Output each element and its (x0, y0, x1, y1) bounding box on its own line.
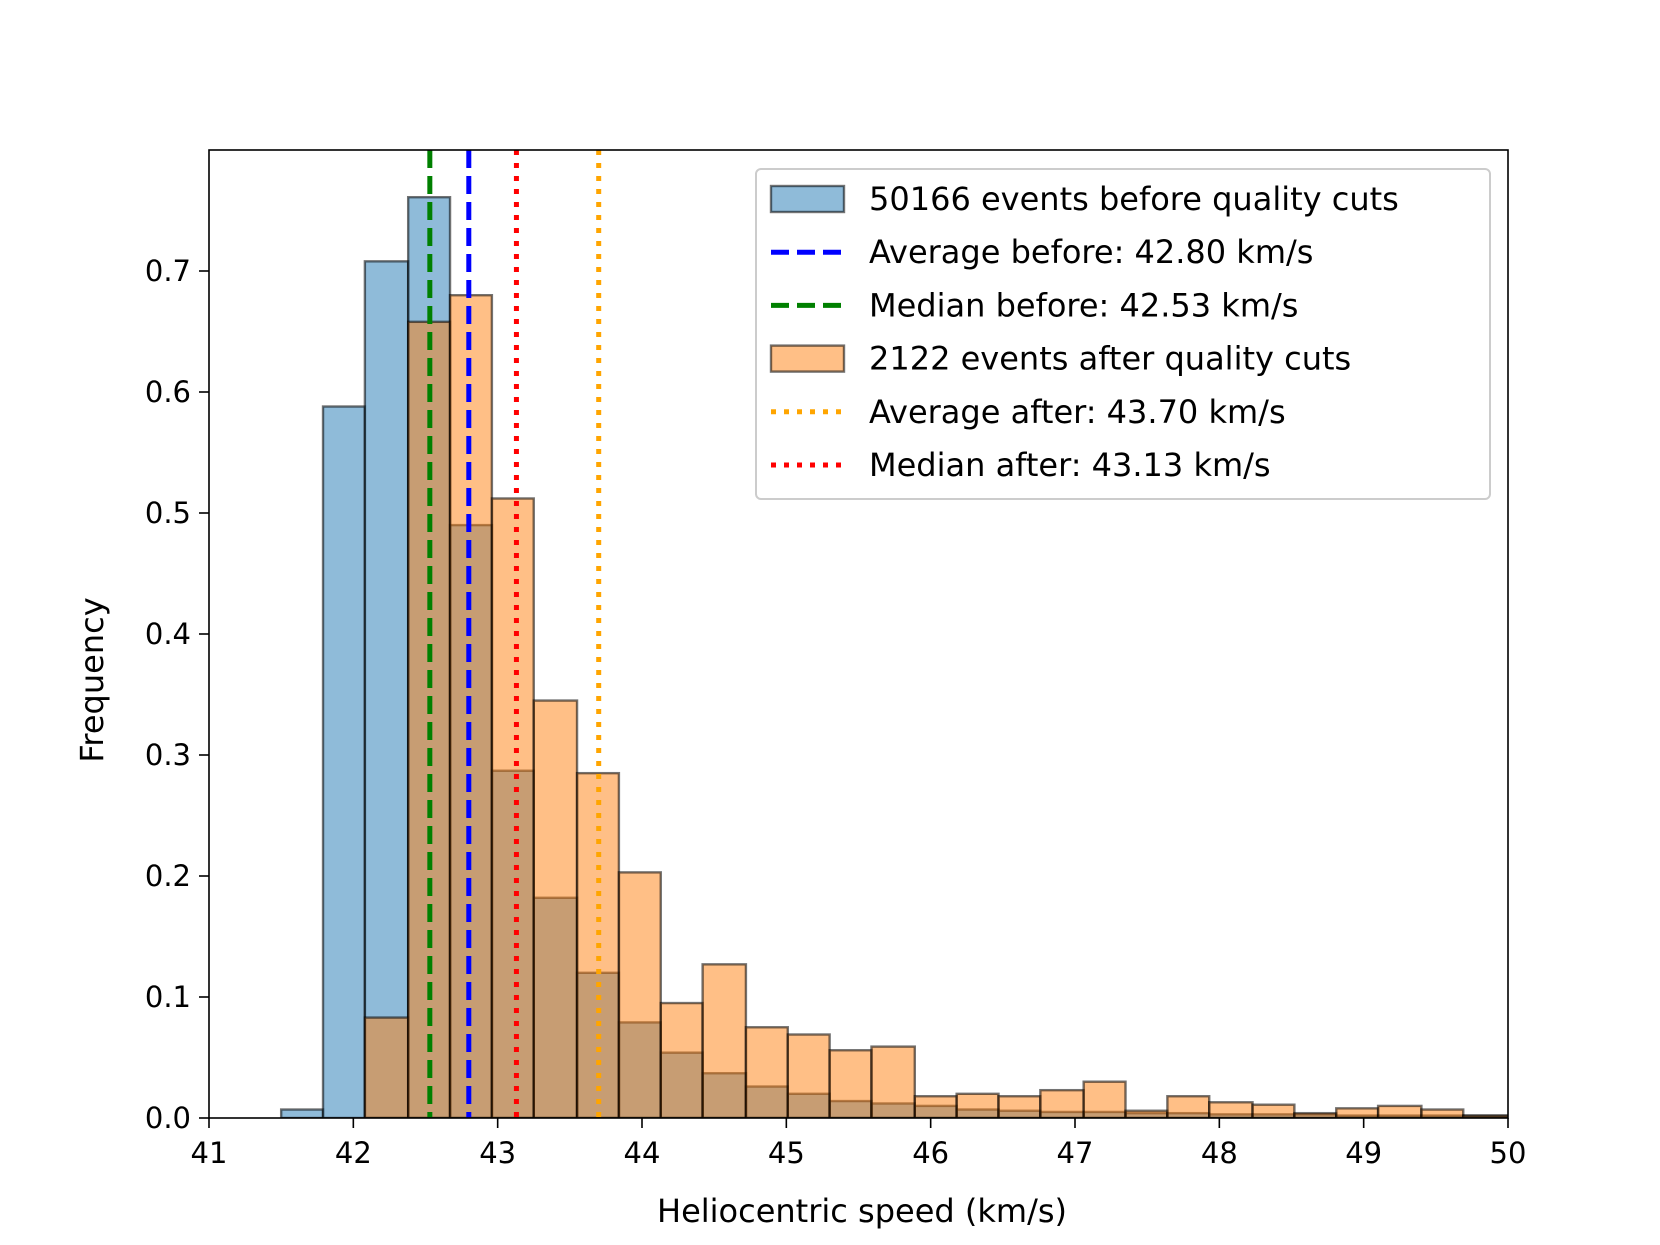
x-tick-label: 48 (1201, 1136, 1238, 1170)
legend-label: Average before: 42.80 km/s (869, 233, 1313, 271)
x-tick-label: 45 (768, 1136, 805, 1170)
y-tick-label: 0.6 (145, 375, 191, 409)
histogram-bar (1039, 1088, 1085, 1118)
x-tick-label: 46 (912, 1136, 949, 1170)
x-tick-label: 47 (1057, 1136, 1094, 1170)
y-tick-label: 0.2 (145, 859, 191, 893)
histogram-bar (490, 497, 535, 1118)
legend-label: Average after: 43.70 km/s (869, 393, 1286, 431)
reference-lines (427, 150, 602, 1118)
x-tick-label: 41 (191, 1136, 228, 1170)
bars-layer (279, 195, 1508, 1118)
histogram-bar (659, 1001, 704, 1118)
histogram-bar (1420, 1108, 1465, 1118)
histogram-bar (532, 699, 579, 1118)
histogram-bar (617, 871, 662, 1118)
histogram-bar (828, 1049, 873, 1118)
y-tick-label: 0.0 (145, 1101, 191, 1135)
histogram-bar (279, 1108, 325, 1118)
histogram-bar (997, 1095, 1042, 1118)
y-tick-label: 0.4 (145, 617, 191, 651)
legend-swatch (769, 344, 846, 373)
histogram-bar (701, 963, 748, 1118)
histogram-bar (363, 260, 410, 1118)
legend-label: Median before: 42.53 km/s (869, 286, 1298, 324)
legend-label: 50166 events before quality cuts (869, 180, 1399, 218)
histogram-bar (744, 1026, 789, 1118)
y-axis-label: Frequency (73, 597, 111, 762)
x-axis-label: Heliocentric speed (km/s) (657, 1192, 1067, 1230)
histogram-bar (1376, 1104, 1423, 1118)
y-tick-label: 0.3 (145, 738, 191, 772)
histogram-bar (321, 405, 367, 1118)
legend-box (755, 168, 1491, 500)
histogram-bar (786, 1033, 831, 1118)
legend: 50166 events before quality cuts Average … (755, 168, 1491, 500)
legend-label: 2122 events after quality cuts (869, 340, 1351, 378)
legend-swatch (769, 184, 846, 214)
y-tick-label: 0.1 (145, 980, 191, 1014)
histogram-bar (955, 1092, 1000, 1118)
x-axis-ticks: 41 42 43 44 45 46 47 48 49 50 (191, 1118, 1527, 1170)
x-tick-label: 49 (1345, 1136, 1382, 1170)
y-tick-label: 0.7 (145, 254, 191, 288)
x-tick-label: 43 (479, 1136, 516, 1170)
x-tick-label: 44 (624, 1136, 661, 1170)
x-tick-label: 42 (335, 1136, 372, 1170)
histogram-bar (363, 1016, 410, 1118)
y-axis-ticks: 0.0 0.1 0.2 0.3 0.4 0.5 0.6 0.7 (145, 254, 209, 1135)
y-tick-label: 0.5 (145, 496, 191, 530)
histogram-bar (1251, 1103, 1296, 1118)
histogram-bar (1208, 1101, 1254, 1118)
histogram-bar (870, 1045, 916, 1118)
x-tick-label: 50 (1490, 1136, 1527, 1170)
histogram-bar (913, 1095, 958, 1118)
legend-label: Median after: 43.13 km/s (869, 446, 1271, 484)
histogram-bar (1335, 1107, 1380, 1118)
histogram-bar (1166, 1095, 1211, 1118)
histogram-bar (1082, 1080, 1127, 1118)
histogram-bar (1124, 1109, 1169, 1118)
